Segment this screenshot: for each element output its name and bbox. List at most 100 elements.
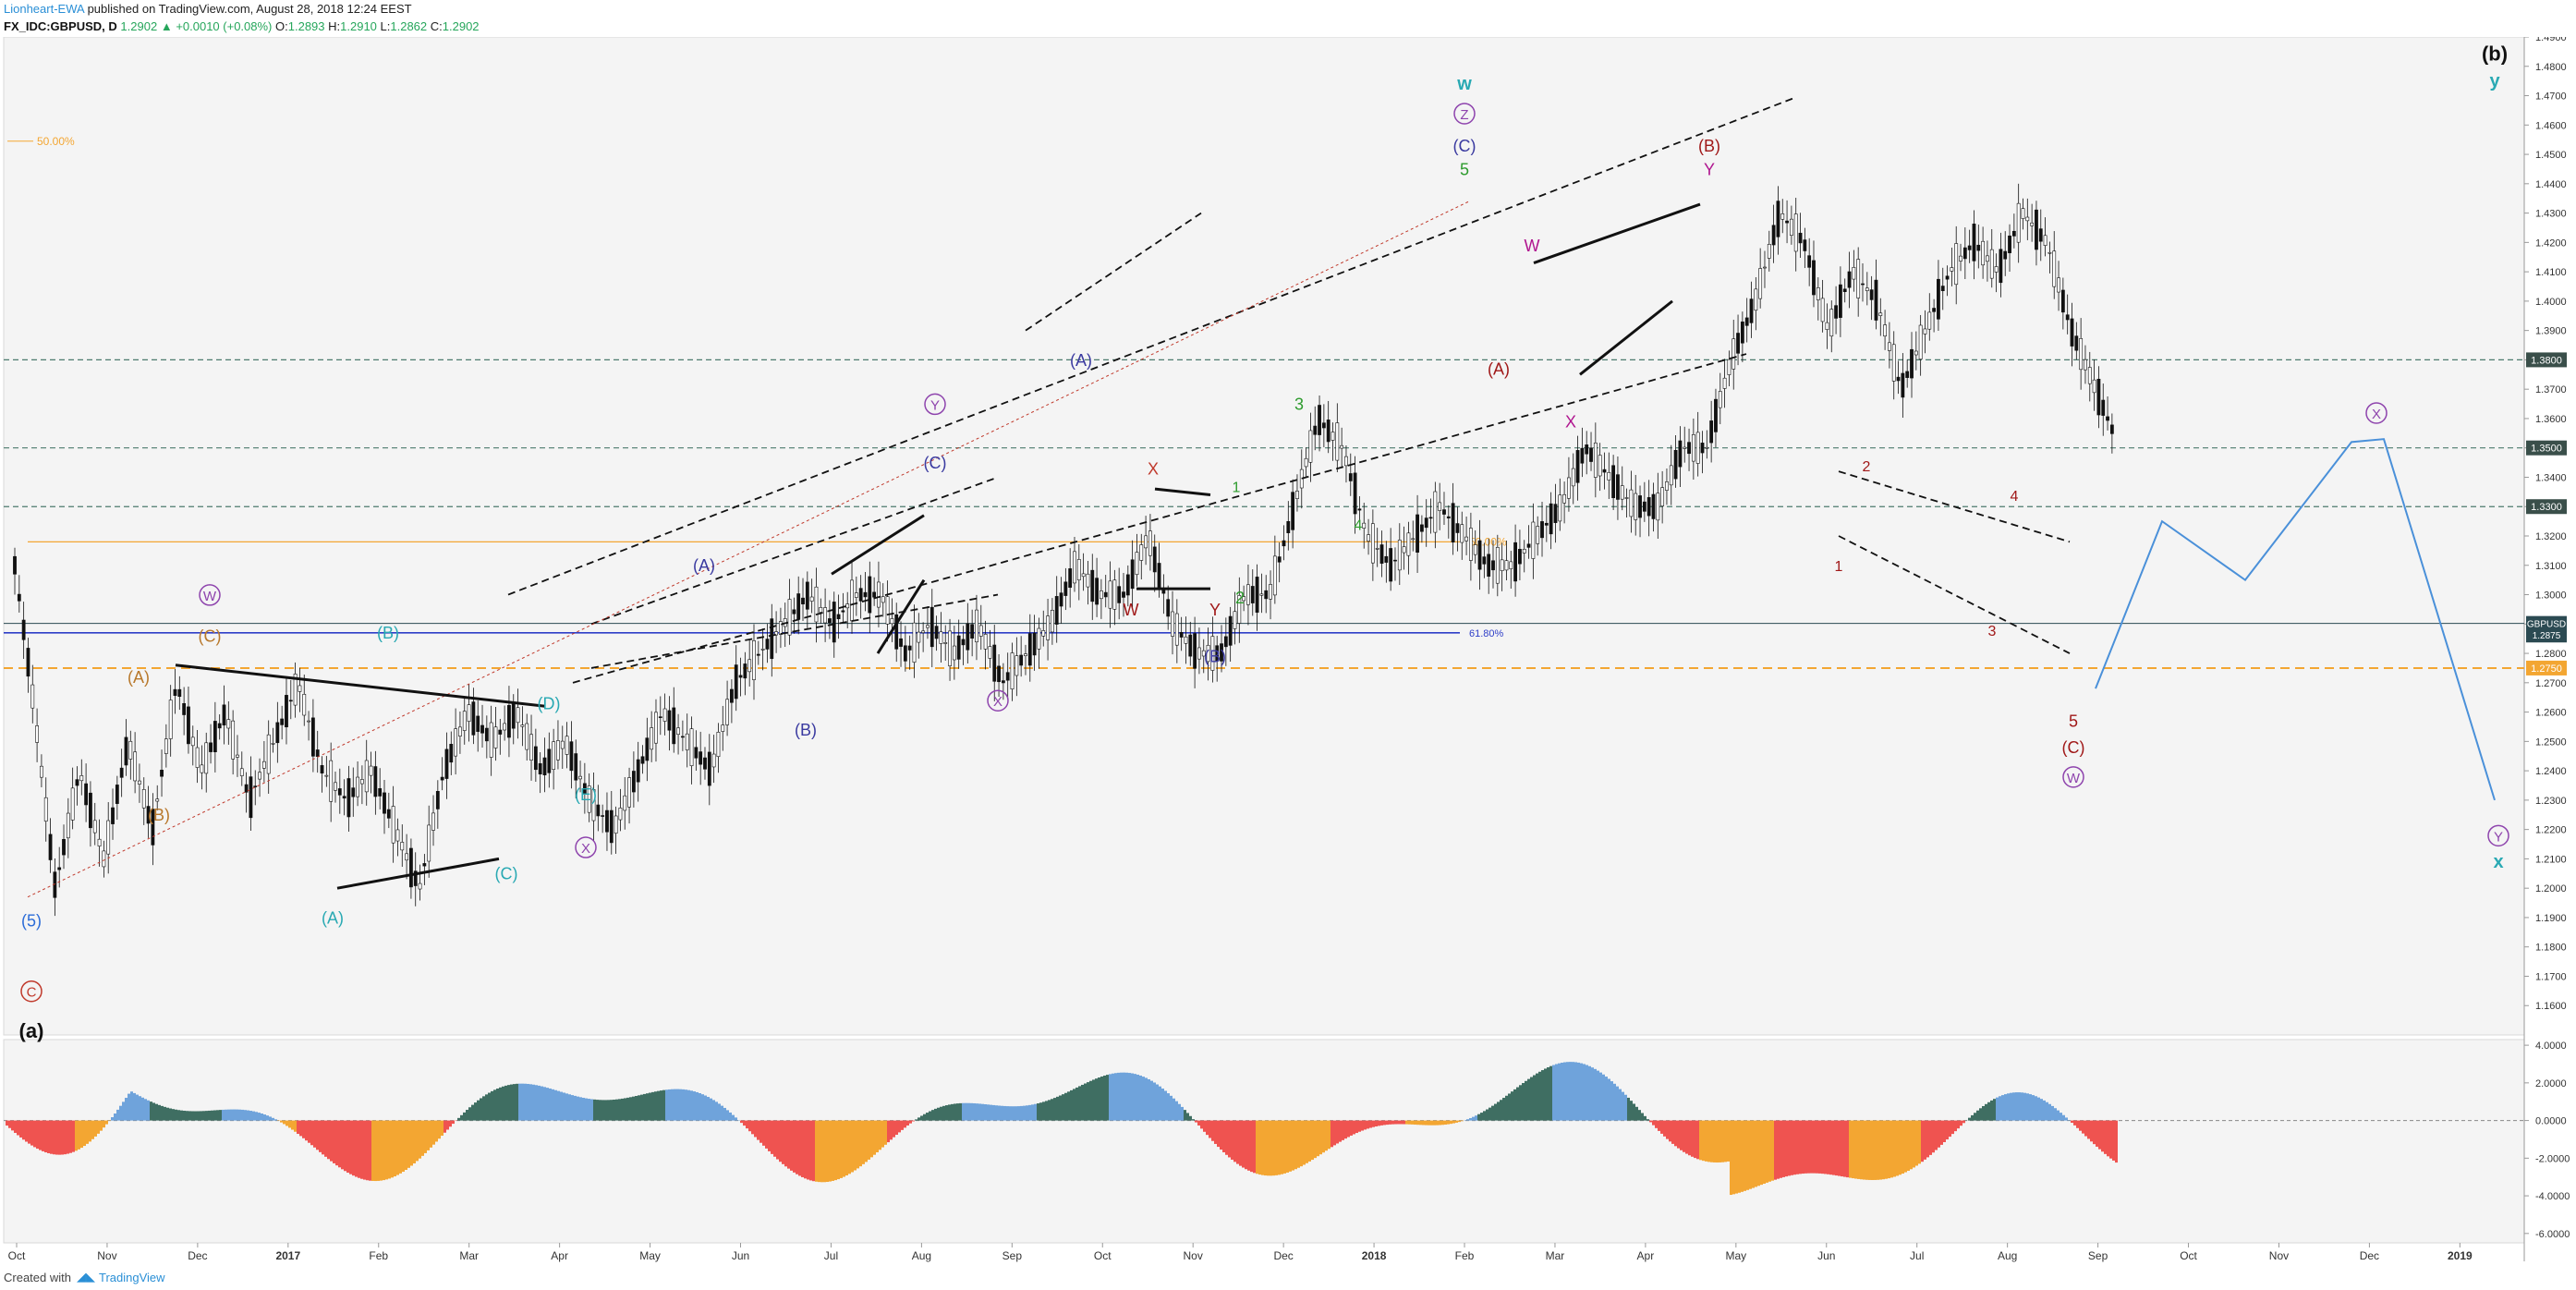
wave-y-circle-label: Y <box>930 397 940 413</box>
osc-bar <box>1583 1064 1586 1121</box>
osc-bar <box>1979 1108 1982 1121</box>
osc-bar <box>618 1099 621 1121</box>
candle-body <box>1313 425 1318 435</box>
osc-bar <box>1555 1064 1558 1121</box>
wave-1-red-label: 1 <box>1835 559 1843 575</box>
osc-bar <box>444 1120 446 1133</box>
close-value: 1.2902 <box>442 19 480 33</box>
osc-bar <box>1660 1120 1663 1134</box>
candle-body <box>395 829 400 842</box>
osc-bar <box>809 1120 812 1181</box>
osc-bar <box>1921 1120 1924 1162</box>
osc-bar <box>798 1120 801 1176</box>
candle-body <box>307 720 310 723</box>
osc-bar <box>757 1120 759 1140</box>
osc-bar <box>474 1102 477 1121</box>
osc-bar <box>369 1120 371 1181</box>
y-tick-label: 1.3600 <box>2535 414 2567 425</box>
candle-body <box>1188 634 1193 657</box>
candle-body <box>493 726 498 748</box>
candle-body <box>1999 249 2003 284</box>
osc-bar <box>1383 1120 1386 1126</box>
osc-bar <box>1258 1120 1261 1175</box>
tradingview-brand-link[interactable]: TradingView <box>98 1270 165 1284</box>
osc-bar <box>521 1083 524 1121</box>
osc-bar <box>1447 1120 1450 1125</box>
candle-body <box>2101 399 2106 416</box>
candle-body <box>1718 391 1722 408</box>
candle-body <box>721 724 725 732</box>
candle-body <box>1416 514 1419 554</box>
candle-body <box>1722 377 1727 389</box>
price-chart[interactable]: 1.4900 1.4800 1.4700 1.4600 1.4500 1.4400 1.43… <box>0 37 2576 1266</box>
candle-body <box>1820 298 1825 322</box>
candle-body <box>182 703 187 715</box>
osc-bar <box>1508 1093 1511 1121</box>
osc-bar <box>1857 1120 1860 1179</box>
osc-bar <box>887 1120 890 1143</box>
candles <box>13 183 2114 917</box>
osc-bar <box>91 1120 94 1139</box>
osc-bar <box>236 1109 238 1121</box>
candle-body <box>1807 255 1812 268</box>
candle-body <box>854 592 858 598</box>
osc-bar <box>78 1120 80 1150</box>
osc-bar <box>1641 1113 1644 1121</box>
candle-body <box>21 619 26 640</box>
osc-bar <box>1042 1101 1045 1121</box>
candle-body <box>1744 317 1749 326</box>
candle-body <box>1687 442 1691 455</box>
candle-body <box>111 807 115 824</box>
candle-body <box>1397 540 1402 571</box>
osc-bar <box>1112 1073 1114 1121</box>
candle-body <box>1673 449 1678 480</box>
osc-bar <box>1896 1120 1899 1176</box>
osc-bar <box>524 1083 527 1121</box>
author-link[interactable]: Lionheart-EWA <box>4 2 84 16</box>
candle-body <box>1571 468 1575 487</box>
osc-bar <box>1051 1099 1053 1121</box>
osc-bar <box>1827 1120 1829 1174</box>
osc-bar <box>934 1108 937 1121</box>
osc-bar <box>2004 1094 2007 1121</box>
wave-3-green-label: 3 <box>1294 395 1304 413</box>
osc-bar <box>845 1120 848 1176</box>
osc-bar <box>1181 1106 1184 1121</box>
osc-bar <box>1719 1120 1721 1162</box>
candle-body <box>1250 586 1255 603</box>
osc-bar <box>222 1109 225 1121</box>
osc-bar <box>729 1112 732 1121</box>
candle-body <box>1477 540 1482 570</box>
candle-body <box>115 785 119 804</box>
candle-body <box>997 665 1001 683</box>
osc-bar <box>1408 1120 1411 1125</box>
osc-bar <box>859 1120 862 1167</box>
wave-c-circle-label-ring <box>20 980 43 1003</box>
osc-bar <box>238 1109 241 1121</box>
candle-body <box>978 625 983 637</box>
candle-body <box>1839 284 1842 318</box>
osc-bar <box>615 1099 618 1121</box>
candle-body <box>796 593 801 620</box>
wave-x-circle-mid: X <box>993 694 1002 710</box>
osc-bar <box>917 1117 920 1121</box>
candle-body <box>373 766 378 797</box>
chart-footer: Created with ◢◣ TradingView <box>4 1266 165 1288</box>
close-label: C: <box>430 19 443 33</box>
osc-bar <box>1441 1120 1444 1126</box>
osc-bar <box>1544 1068 1547 1121</box>
candle-body <box>62 838 66 856</box>
osc-bar <box>103 1120 105 1128</box>
osc-bar <box>1131 1073 1134 1121</box>
osc-bar <box>280 1120 283 1123</box>
osc-bar <box>30 1120 33 1146</box>
osc-bar <box>635 1095 638 1121</box>
candle-body <box>2096 378 2101 416</box>
osc-bar <box>1436 1120 1439 1126</box>
candle-body <box>587 785 591 813</box>
y-tick-label: 1.2100 <box>2535 854 2567 865</box>
wave-4-green-label: 4 <box>1355 518 1363 534</box>
osc-tick-label: -2.0000 <box>2535 1153 2570 1164</box>
candle-body <box>1754 288 1758 311</box>
y-tick-label: 1.2400 <box>2535 766 2567 777</box>
